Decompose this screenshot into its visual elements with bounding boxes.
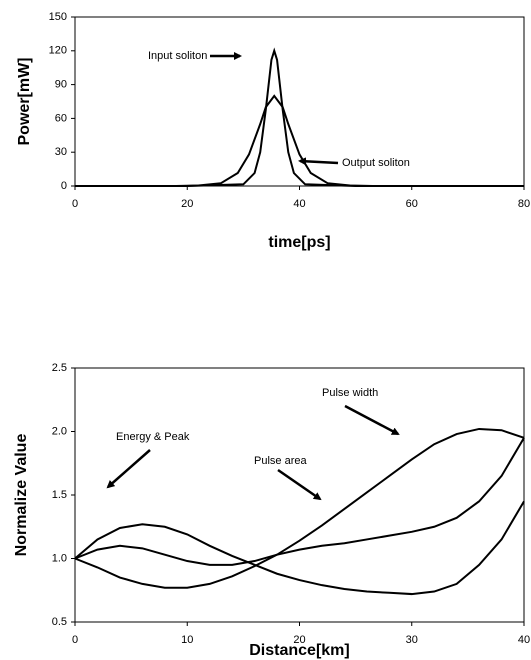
x-tick-label: 0	[72, 198, 78, 210]
y-tick-label: 30	[55, 146, 67, 158]
series-line	[74, 427, 525, 589]
y-tick-label: 0	[61, 180, 67, 192]
plot-frame	[74, 16, 525, 187]
annotation: Output soliton	[342, 157, 410, 169]
y-tick-label: 1.0	[52, 552, 67, 564]
arrow	[106, 449, 151, 489]
x-tick-label: 40	[293, 198, 305, 210]
x-axis-label: Distance[km]	[249, 642, 349, 659]
y-tick-label: 120	[49, 45, 67, 57]
annotation: Pulse width	[322, 387, 378, 399]
annotation: Energy & Peak	[116, 431, 190, 443]
y-tick-label: 90	[55, 79, 67, 91]
y-tick-label: 1.5	[52, 489, 67, 501]
x-tick-label: 60	[406, 198, 418, 210]
arrow	[344, 404, 400, 436]
x-tick-label: 30	[406, 634, 418, 646]
y-tick-label: 0.5	[52, 616, 67, 628]
y-tick-label: 150	[49, 11, 67, 23]
x-tick-label: 40	[518, 634, 530, 646]
x-tick-label: 0	[72, 634, 78, 646]
y-tick-label: 60	[55, 112, 67, 124]
x-tick-label: 20	[293, 634, 305, 646]
x-tick-label: 80	[518, 198, 530, 210]
arrow	[277, 468, 322, 501]
y-tick-label: 2.5	[52, 362, 67, 374]
y-axis-label: Normalize Value	[13, 434, 30, 557]
annotation: Input soliton	[148, 50, 207, 62]
x-tick-label: 20	[181, 198, 193, 210]
series-line	[75, 47, 524, 187]
x-tick-label: 10	[181, 634, 193, 646]
series-line	[74, 437, 525, 566]
annotation: Pulse area	[254, 455, 307, 467]
arrow	[298, 157, 339, 166]
y-axis-label: Power[mW]	[16, 58, 33, 146]
series-line	[75, 94, 524, 187]
series-line	[74, 500, 525, 596]
y-tick-label: 2.0	[52, 425, 67, 437]
x-axis-label: time[ps]	[268, 234, 330, 251]
